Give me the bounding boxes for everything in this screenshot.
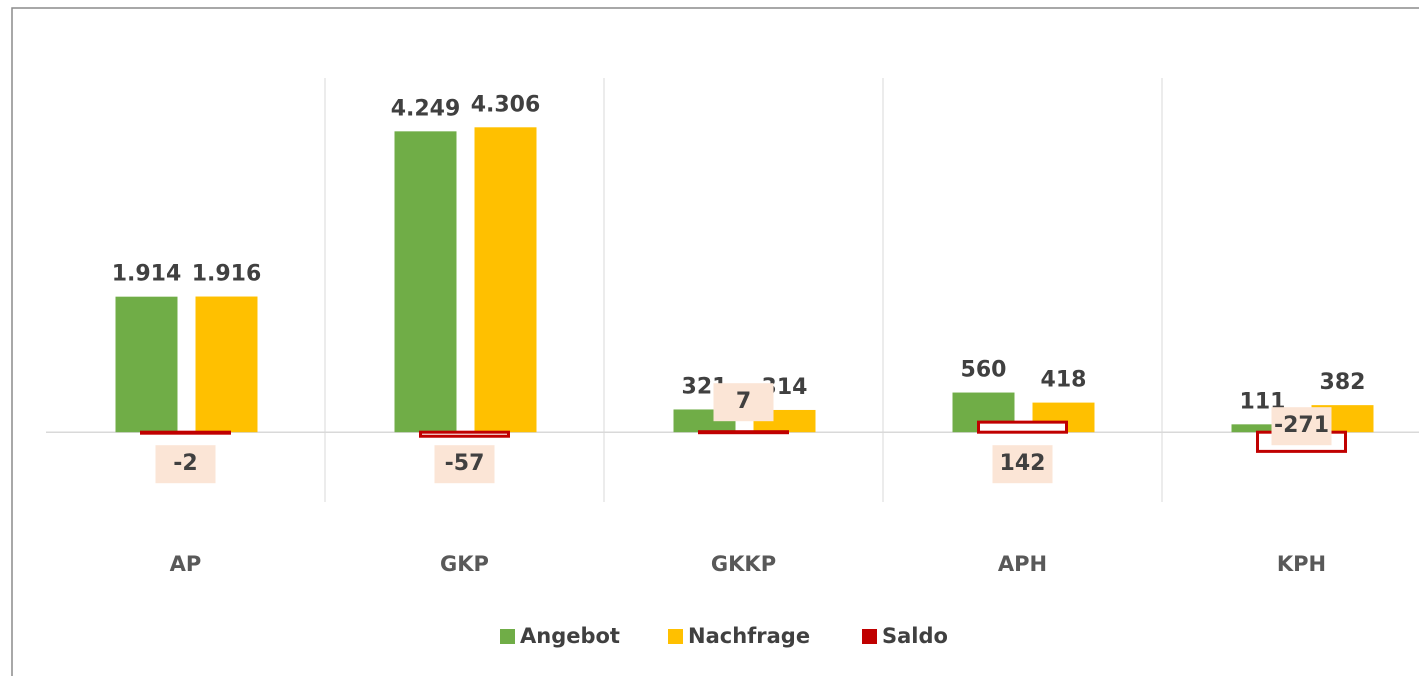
legend-swatch (862, 629, 877, 644)
data-label-box (155, 445, 216, 484)
saldo-bar (698, 430, 789, 435)
saldo-bar (977, 420, 1068, 434)
saldo-bar (140, 430, 231, 435)
data-label: 1.914 (112, 262, 182, 287)
data-label: 418 (1041, 368, 1087, 393)
x-tick-label: GKP (440, 552, 489, 576)
data-label-box (434, 445, 495, 484)
legend-swatch (500, 629, 515, 644)
x-tick-label: KPH (1277, 552, 1326, 576)
data-label: 560 (961, 358, 1007, 383)
x-tick-label: AP (170, 552, 202, 576)
data-label: -271 (1274, 413, 1329, 438)
chart-frame (11, 7, 1419, 676)
data-label: -2 (173, 451, 197, 476)
bar (115, 296, 178, 433)
data-label-box (713, 383, 774, 422)
data-label: 142 (1000, 451, 1046, 476)
data-label: 382 (1320, 370, 1366, 395)
data-label: 7 (736, 389, 751, 414)
legend-label: Saldo (882, 624, 948, 648)
legend-label: Angebot (520, 624, 620, 648)
saldo-bar (419, 430, 510, 438)
data-label-box (1271, 407, 1332, 446)
data-label-box (992, 445, 1053, 484)
bar (195, 296, 258, 433)
data-label: 4.249 (391, 96, 461, 121)
data-label: 4.306 (471, 92, 541, 117)
bar (1231, 424, 1294, 433)
bar (394, 131, 457, 433)
data-label: -57 (445, 451, 485, 476)
legend-swatch (668, 629, 683, 644)
legend-label: Nachfrage (688, 624, 810, 648)
data-label: 1.916 (192, 262, 262, 287)
bar (474, 127, 537, 433)
x-tick-label: GKKP (711, 552, 776, 576)
x-tick-label: APH (998, 552, 1047, 576)
